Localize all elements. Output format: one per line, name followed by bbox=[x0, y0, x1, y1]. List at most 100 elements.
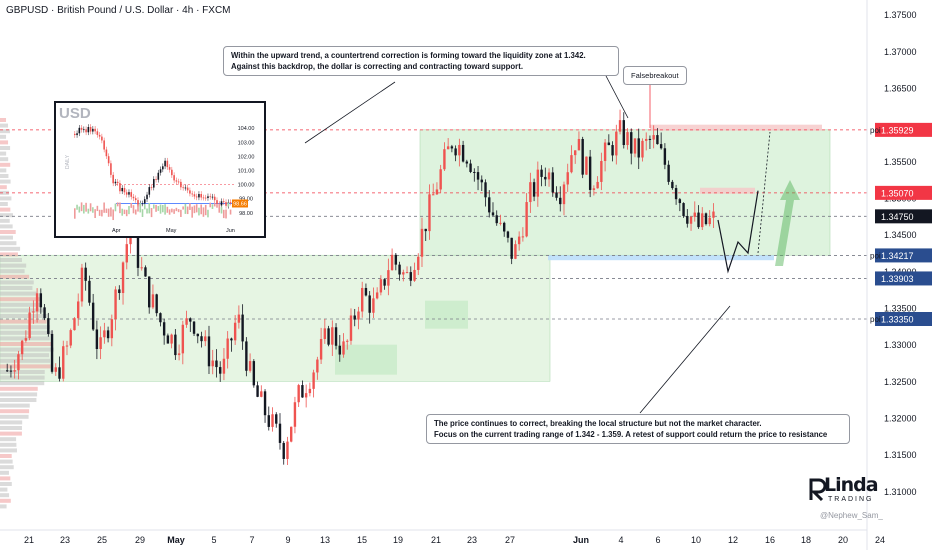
inset-volume-bar bbox=[153, 204, 155, 209]
candle-body bbox=[704, 213, 708, 225]
candle-body bbox=[271, 414, 274, 427]
candle-body bbox=[286, 441, 289, 459]
candle-body bbox=[316, 359, 319, 373]
candle-body bbox=[293, 402, 297, 427]
x-tick-label: Jun bbox=[573, 535, 589, 545]
inset-candle-body bbox=[123, 187, 126, 193]
x-tick-label: 21 bbox=[431, 535, 441, 545]
volume-profile-bar bbox=[0, 286, 33, 290]
candle-body bbox=[697, 212, 700, 228]
inset-candle-body bbox=[103, 140, 105, 150]
inset-candle-body bbox=[182, 187, 184, 189]
candle-body bbox=[301, 385, 304, 398]
candle-body bbox=[674, 188, 678, 200]
candle-body bbox=[334, 327, 338, 346]
candle-body bbox=[118, 289, 121, 294]
volume-profile-bar bbox=[0, 213, 13, 218]
candle-body bbox=[663, 148, 667, 165]
volume-profile-bar bbox=[0, 118, 7, 122]
candle-body bbox=[570, 155, 573, 173]
inset-candle-body bbox=[213, 196, 216, 201]
inset-candle-body bbox=[171, 169, 173, 176]
inset-volume-bar bbox=[155, 204, 157, 212]
x-tick-label: 13 bbox=[320, 535, 330, 545]
demand-block-2 bbox=[335, 344, 397, 375]
inset-volume-bar bbox=[177, 209, 180, 213]
inset-candle-body bbox=[200, 193, 202, 198]
inset-volume-bar bbox=[78, 206, 81, 213]
candle-body bbox=[24, 338, 28, 341]
candle-body bbox=[275, 414, 278, 424]
candle-body bbox=[252, 361, 256, 386]
inset-volume-bar bbox=[119, 202, 121, 214]
top-callout-pointer-2 bbox=[604, 73, 629, 119]
price-tag bbox=[875, 312, 932, 326]
inset-volume-bar bbox=[110, 207, 112, 217]
candle-body bbox=[338, 345, 341, 355]
inset-volume-bar bbox=[87, 208, 90, 214]
candle-body bbox=[151, 294, 155, 308]
volume-profile-bar bbox=[0, 448, 17, 453]
volume-profile-bar bbox=[0, 179, 11, 184]
inset-candle-body bbox=[159, 169, 162, 173]
candle-body bbox=[420, 228, 424, 257]
candle-body bbox=[331, 327, 334, 345]
candle-body bbox=[47, 318, 50, 334]
volume-profile-bar bbox=[0, 157, 9, 162]
volume-profile-bar bbox=[0, 381, 45, 386]
inset-candle-body bbox=[146, 194, 148, 200]
candle-body bbox=[398, 264, 401, 275]
logo-sub-text: TRADING bbox=[828, 496, 874, 503]
candle-body bbox=[106, 330, 110, 339]
candle-body bbox=[454, 148, 457, 156]
candle-body bbox=[155, 294, 158, 314]
candle-body bbox=[200, 336, 203, 342]
inset-volume-bar bbox=[107, 208, 110, 217]
inset-volume-bar bbox=[92, 207, 94, 213]
candle-body bbox=[319, 339, 323, 360]
candle-body bbox=[323, 328, 327, 340]
y-tick-label: 1.31500 bbox=[884, 450, 917, 460]
projection-dotted bbox=[757, 131, 771, 254]
x-tick-label: 25 bbox=[97, 535, 107, 545]
candle-body bbox=[667, 164, 670, 182]
candle-body bbox=[626, 132, 629, 146]
candle-body bbox=[263, 391, 267, 416]
candle-body bbox=[267, 415, 270, 427]
candle-body bbox=[603, 142, 607, 161]
volume-profile-bar bbox=[0, 280, 34, 285]
inset-candle-body bbox=[128, 192, 130, 195]
inset-y-tick: 100.00 bbox=[238, 183, 255, 189]
volume-profile-bar bbox=[0, 392, 38, 397]
inset-candle-body bbox=[132, 196, 135, 199]
bottom-annotation-box: The price continues to correct, breaking… bbox=[426, 414, 850, 444]
candle-body bbox=[443, 149, 446, 170]
volume-profile-bar bbox=[0, 504, 7, 509]
inset-candle-body bbox=[105, 149, 108, 157]
volume-profile-bar bbox=[0, 431, 22, 436]
inset-candle-body bbox=[162, 166, 164, 170]
inset-candle-body bbox=[83, 129, 85, 131]
candle-body bbox=[689, 216, 693, 224]
inset-candle-body bbox=[229, 202, 232, 203]
inset-candle-body bbox=[150, 187, 153, 188]
inset-candle-body bbox=[112, 174, 114, 184]
inset-candle-body bbox=[186, 187, 189, 191]
volume-profile-bar bbox=[0, 342, 52, 346]
candle-body bbox=[521, 236, 525, 238]
inset-candle-body bbox=[195, 196, 198, 198]
volume-profile-bar bbox=[0, 168, 7, 173]
volume-profile-bar bbox=[0, 241, 17, 246]
candle-body bbox=[383, 279, 386, 286]
volume-profile-bar bbox=[0, 482, 12, 486]
candle-body bbox=[121, 262, 125, 294]
candle-body bbox=[241, 314, 244, 342]
price-tag bbox=[875, 209, 932, 224]
x-tick-label: 10 bbox=[691, 535, 701, 545]
inset-volume-bar bbox=[139, 202, 142, 213]
inset-volume-bar bbox=[94, 209, 96, 219]
candle-body bbox=[450, 146, 454, 149]
demand-block-1 bbox=[425, 300, 468, 329]
y-tick-label: 1.31000 bbox=[884, 487, 917, 497]
